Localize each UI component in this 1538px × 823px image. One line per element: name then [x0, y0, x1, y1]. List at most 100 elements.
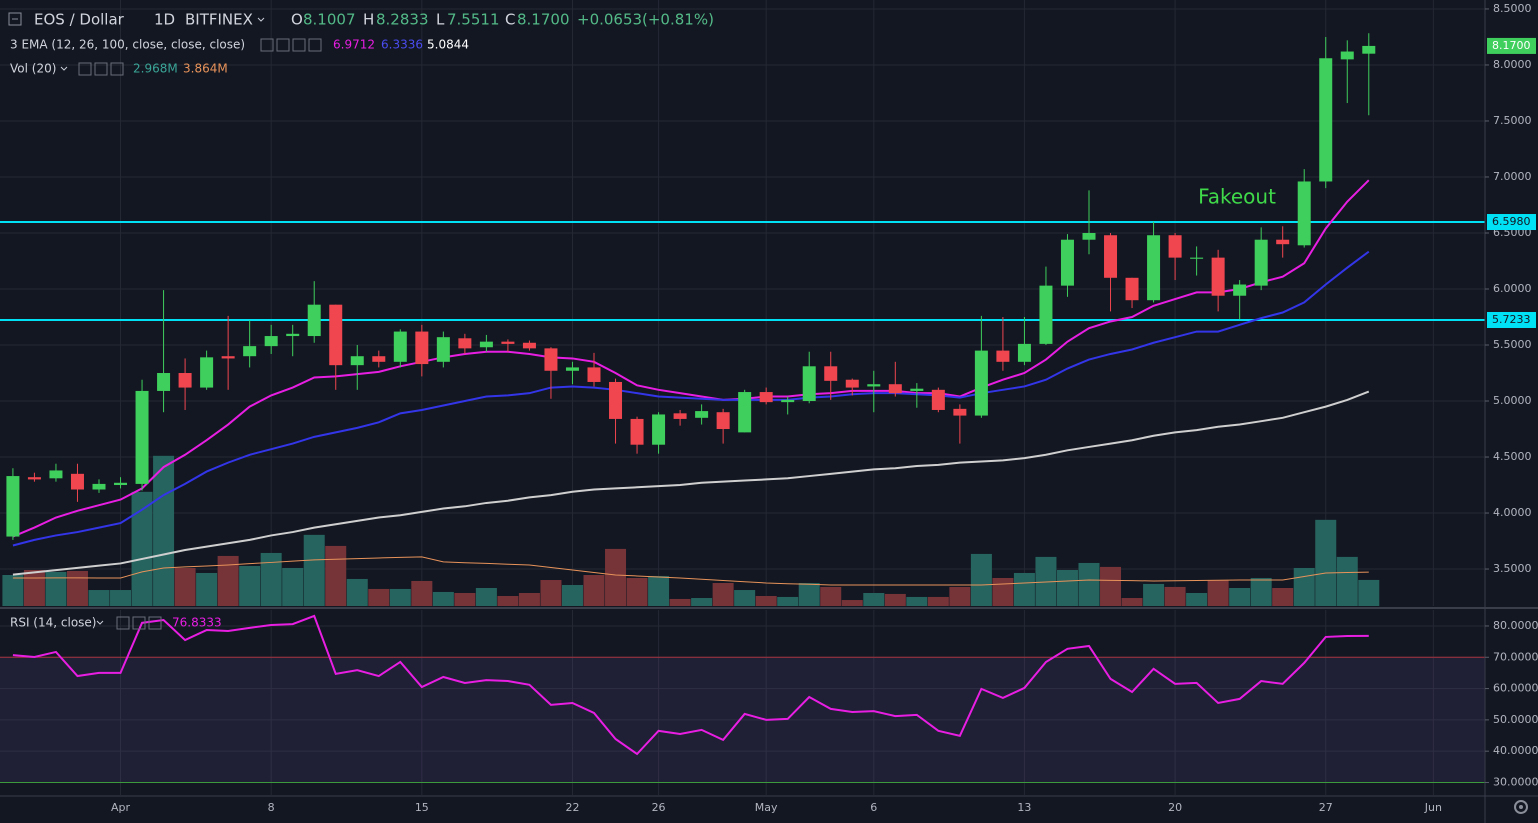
volume-bar — [734, 590, 756, 606]
volume-bar — [927, 596, 949, 606]
candle-body — [867, 384, 881, 387]
candle-body — [264, 336, 278, 347]
ema26-value: 6.3336 — [381, 38, 423, 52]
volume-bar — [669, 598, 691, 606]
candle-body — [436, 337, 450, 362]
volume-bar — [1250, 577, 1272, 606]
candle-body — [910, 388, 924, 391]
rsi-tick-label: 30.0000 — [1493, 775, 1538, 788]
volume-bar — [583, 574, 605, 606]
candle-body — [673, 413, 687, 419]
candle-body — [243, 346, 257, 357]
volume-bar — [777, 596, 799, 606]
candle-body — [587, 367, 601, 382]
volume-bar — [1164, 586, 1186, 606]
candle-body — [135, 390, 149, 484]
y-tick-label: 4.0000 — [1493, 506, 1532, 519]
y-tick-label: 8.5000 — [1493, 2, 1532, 15]
icon[interactable] — [276, 38, 290, 52]
icon[interactable] — [260, 38, 274, 52]
collapse-icon[interactable] — [8, 12, 22, 26]
gear-center — [1519, 805, 1523, 809]
rsi-tick-label: 60.0000 — [1493, 682, 1538, 695]
vol-ma-value: 3.864M — [183, 62, 228, 76]
volume-bar — [1078, 562, 1100, 606]
volume-bar — [153, 455, 175, 606]
x-tick-label: 15 — [415, 801, 429, 814]
volume-bar — [1013, 572, 1035, 606]
ema12-value: 6.9712 — [333, 38, 375, 52]
volume-bar — [518, 593, 540, 606]
volume-bar — [110, 590, 132, 606]
volume-bar — [1143, 583, 1165, 606]
level-label: 6.5980 — [1492, 215, 1531, 228]
candle-body — [1017, 343, 1031, 362]
volume-bar — [325, 545, 347, 606]
y-tick-label: 3.5000 — [1493, 562, 1532, 575]
candle-body — [70, 473, 84, 490]
icon[interactable] — [110, 62, 124, 76]
y-tick-label: 8.0000 — [1493, 58, 1532, 71]
candle-body — [974, 350, 988, 416]
close-letter: C — [505, 11, 515, 29]
volume-bar — [1315, 519, 1337, 606]
candle-body — [802, 366, 816, 402]
candle-body — [716, 412, 730, 430]
last-price-label: 8.1700 — [1492, 39, 1531, 52]
x-tick-label: 26 — [652, 801, 666, 814]
candle-body — [1254, 239, 1268, 286]
settings-icon[interactable] — [1514, 800, 1528, 814]
y-tick-label: 5.5000 — [1493, 338, 1532, 351]
candle-body — [652, 414, 666, 445]
y-tick-label: 7.5000 — [1493, 114, 1532, 127]
volume-bar — [1207, 580, 1229, 606]
volume-bar — [1272, 587, 1294, 606]
volume-bar — [561, 585, 583, 606]
volume-bar — [906, 596, 928, 606]
icon[interactable] — [132, 616, 146, 630]
high-letter: H — [363, 11, 374, 29]
high-value: 8.2833 — [376, 11, 429, 29]
volume-bar — [1358, 579, 1380, 606]
icon[interactable] — [94, 62, 108, 76]
rsi-chevron[interactable] — [96, 620, 104, 625]
volume-bar — [174, 567, 196, 606]
y-tick-label: 7.0000 — [1493, 170, 1532, 183]
volume-bar — [884, 593, 906, 606]
volume-bar — [540, 580, 562, 606]
icon[interactable] — [116, 616, 130, 630]
candle-body — [1362, 45, 1376, 54]
icon[interactable] — [308, 38, 322, 52]
low-value: 7.5511 — [447, 11, 500, 29]
volume-bar — [239, 565, 261, 606]
rsi-tick-label: 50.0000 — [1493, 713, 1538, 726]
candle-body — [221, 356, 235, 359]
volume-bar — [411, 580, 433, 606]
candle-body — [501, 341, 515, 344]
icon[interactable] — [78, 62, 92, 76]
x-tick-label: 6 — [870, 801, 877, 814]
candle-body — [996, 350, 1010, 362]
candle-body — [824, 366, 838, 381]
change-pct: (+0.81%) — [642, 11, 714, 29]
x-tick-label: May — [755, 801, 778, 814]
volume-bar — [648, 575, 670, 606]
volume-bar — [1186, 593, 1208, 606]
vol-chevron[interactable] — [60, 66, 68, 71]
volume-bar — [970, 553, 992, 606]
volume-bar — [196, 572, 218, 606]
interval: 1D — [154, 11, 175, 29]
icon[interactable] — [148, 616, 162, 630]
candle-body — [415, 331, 429, 365]
volume-bar — [949, 586, 971, 606]
candle-body — [738, 392, 752, 433]
candle-body — [372, 356, 386, 362]
volume-bar — [66, 570, 88, 606]
symbol-menu-chevron[interactable] — [257, 17, 265, 22]
gear[interactable] — [1514, 800, 1528, 814]
candle-body — [1233, 284, 1247, 296]
vol-value: 2.968M — [133, 62, 178, 76]
candle-body — [157, 373, 171, 391]
icon[interactable] — [292, 38, 306, 52]
